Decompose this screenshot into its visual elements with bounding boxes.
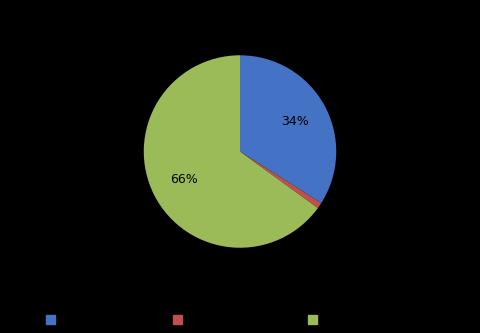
Wedge shape bbox=[144, 55, 318, 248]
Wedge shape bbox=[240, 55, 336, 203]
Wedge shape bbox=[240, 152, 321, 208]
Text: 66%: 66% bbox=[170, 173, 198, 186]
Text: 34%: 34% bbox=[281, 115, 309, 128]
Legend: Wages & Salaries, Employee Benefits, Operating Expenses: Wages & Salaries, Employee Benefits, Ope… bbox=[42, 311, 438, 330]
